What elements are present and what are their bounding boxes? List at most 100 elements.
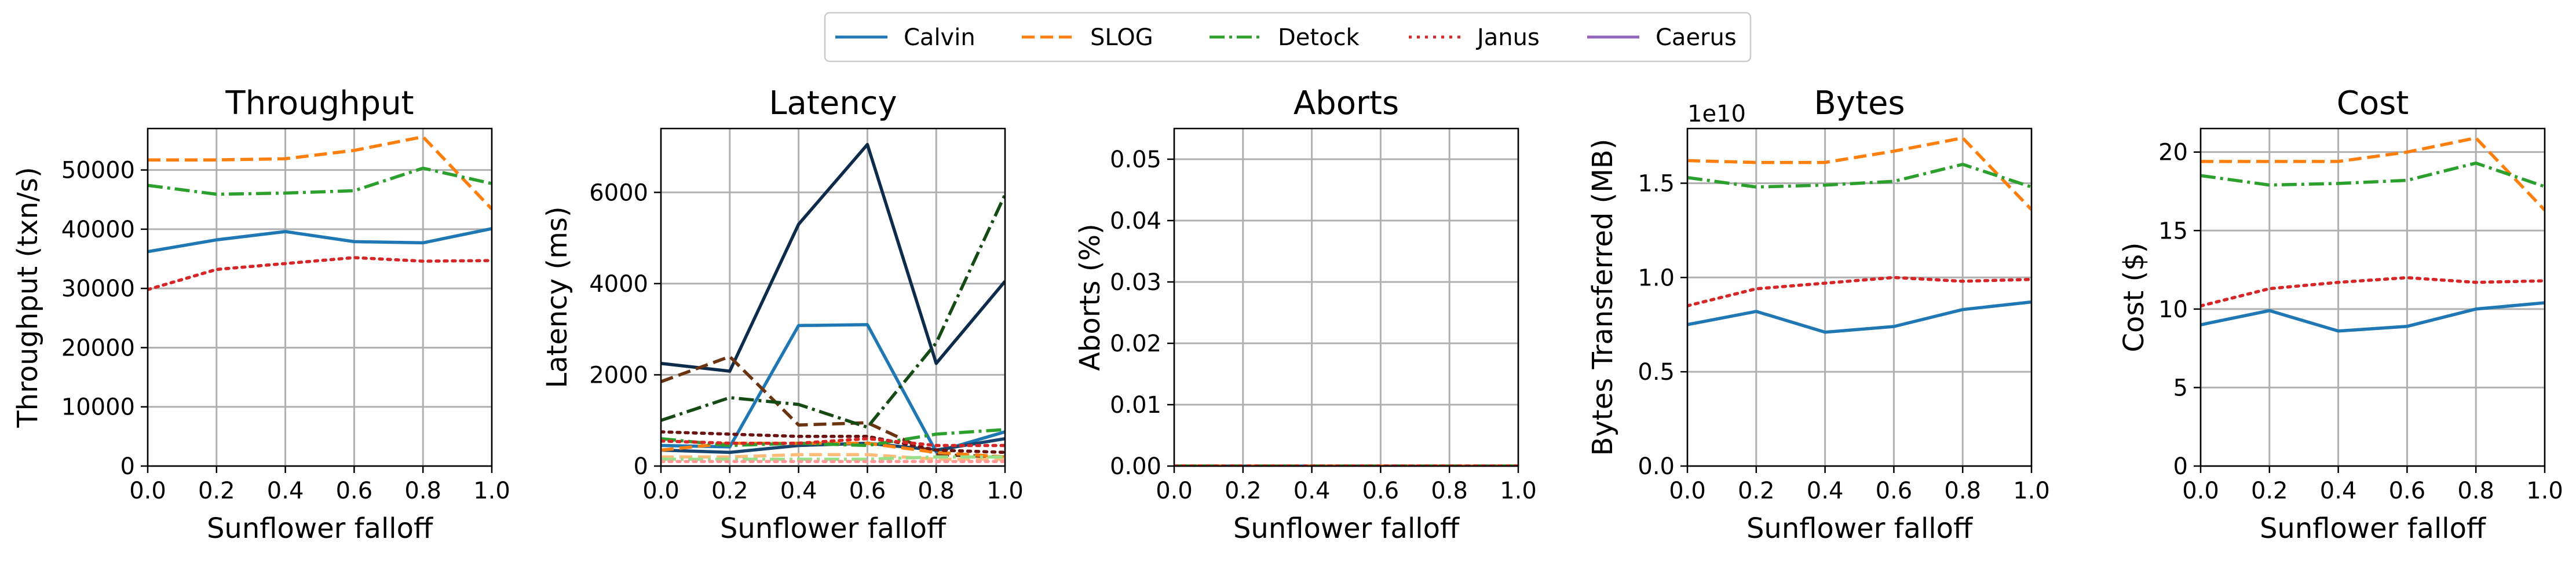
- y-axis-label-cost: Cost ($): [2118, 243, 2150, 353]
- panel-cost: 0.0 0.2 0.4 0.6 0.8 1.0 0 5 10 15 20 Cost Sunflower …: [2118, 85, 2563, 545]
- y-tick-label-throughput: 20000: [61, 335, 135, 361]
- y-tick-label-aborts: 0.01: [1110, 392, 1161, 419]
- x-tick-label-cost: 0.0: [2182, 478, 2219, 504]
- x-tick-label-aborts: 0.4: [1294, 478, 1331, 504]
- y-tick-label-cost: 20: [2158, 140, 2188, 166]
- series-line-latency-line-7: [661, 194, 1005, 429]
- x-tick-label-aborts: 0.0: [1156, 478, 1193, 504]
- x-tick-label-cost: 0.2: [2251, 478, 2288, 504]
- series-line-latency-line-9: [661, 455, 1005, 461]
- y-tick-label-latency: 2000: [589, 362, 648, 388]
- y-axis-label-bytes: Bytes Transferred (MB): [1587, 139, 1619, 456]
- series-group-bytes: [1687, 136, 2031, 334]
- series-line-latency-line-11: [661, 437, 1005, 448]
- x-axis-label-latency: Sunflower falloff: [720, 512, 947, 545]
- x-tick-label-throughput: 1.0: [473, 478, 510, 504]
- series-group-throughput: [148, 135, 492, 291]
- y-tick-label-cost: 15: [2158, 218, 2188, 244]
- y-tick-label-aborts: 0.05: [1110, 146, 1161, 173]
- axes-frame-throughput: [147, 127, 493, 467]
- series-line-throughput-slog: [148, 135, 492, 210]
- series-line-latency-line-6: [661, 453, 1005, 461]
- x-tick-label-bytes: 0.2: [1738, 478, 1775, 504]
- x-axis-label-aborts: Sunflower falloff: [1233, 512, 1460, 545]
- x-tick-label-cost: 0.6: [2389, 478, 2426, 504]
- y-tick-label-latency: 6000: [589, 179, 648, 206]
- x-tick-label-bytes: 0.4: [1807, 478, 1844, 504]
- series-line-bytes-janus: [1687, 276, 2031, 307]
- legend-label-calvin: Calvin: [904, 24, 975, 51]
- x-tick-label-aborts: 0.8: [1431, 478, 1468, 504]
- legend-label-caerus: Caerus: [1656, 24, 1737, 51]
- legend-label-detock: Detock: [1278, 24, 1360, 51]
- series-group-cost: [2201, 136, 2545, 333]
- y-tick-label-bytes: 0.5: [1638, 359, 1675, 386]
- series-line-cost-slog: [2201, 136, 2545, 211]
- y-tick-label-bytes: 1.0: [1638, 265, 1675, 291]
- series-line-bytes-calvin: [1687, 300, 2031, 334]
- x-tick-label-cost: 1.0: [2526, 478, 2563, 504]
- series-line-cost-janus: [2201, 276, 2545, 308]
- x-tick-label-bytes: 0.8: [1944, 478, 1981, 504]
- y-tick-label-latency: 0: [634, 453, 648, 480]
- series-line-bytes-detock: [1687, 163, 2031, 189]
- x-tick-label-cost: 0.8: [2457, 478, 2494, 504]
- y-tick-label-throughput: 50000: [61, 157, 135, 184]
- y-tick-label-throughput: 30000: [61, 276, 135, 302]
- panel-bytes: 0.0 0.2 0.4 0.6 0.8 1.0 0.0 0.5 1.0 1.5 Bytes Sunfl…: [1587, 85, 2050, 545]
- x-tick-label-bytes: 1.0: [2013, 478, 2050, 504]
- x-tick-label-throughput: 0.4: [267, 478, 304, 504]
- panel-latency: 0.0 0.2 0.4 0.6 0.8 1.0 0 2000 4000 6000 Latency Su…: [541, 85, 1024, 545]
- x-tick-label-latency: 0.0: [642, 478, 679, 504]
- y-tick-label-throughput: 40000: [61, 217, 135, 243]
- panel-title-aborts: Aborts: [1294, 85, 1399, 122]
- x-tick-label-throughput: 0.2: [198, 478, 235, 504]
- panel-title-throughput: Throughput: [225, 85, 414, 122]
- y-tick-label-aborts: 0.04: [1110, 208, 1161, 234]
- legend-frame: [824, 12, 1752, 63]
- x-tick-label-aborts: 1.0: [1500, 478, 1537, 504]
- x-tick-label-bytes: 0.0: [1669, 478, 1706, 504]
- x-tick-label-throughput: 0.8: [404, 478, 441, 504]
- x-tick-label-throughput: 0.6: [336, 478, 373, 504]
- panel-title-cost: Cost: [2337, 85, 2409, 122]
- y-axis-label-latency: Latency (ms): [541, 206, 573, 388]
- y-tick-label-bytes: 1.5: [1638, 170, 1675, 197]
- series-line-latency-line-10: [661, 430, 1005, 454]
- y-tick-label-aborts: 0.03: [1110, 269, 1161, 296]
- legend-label-slog: SLOG: [1090, 24, 1153, 51]
- y-tick-label-cost: 0: [2173, 453, 2188, 480]
- chart-panels: 0.0 0.2 0.4 0.6 0.8 1.00100002000030000400005…: [12, 85, 2563, 545]
- x-axis-label-bytes: Sunflower falloff: [1746, 512, 1973, 545]
- y-tick-label-aborts: 0.02: [1110, 331, 1161, 357]
- x-tick-label-aborts: 0.2: [1225, 478, 1262, 504]
- x-axis-label-cost: Sunflower falloff: [2260, 512, 2486, 545]
- x-tick-label-aborts: 0.6: [1362, 478, 1400, 504]
- series-line-throughput-detock: [148, 166, 492, 196]
- x-tick-label-cost: 0.4: [2320, 478, 2357, 504]
- panel-aborts: 0.0 0.2 0.4 0.6 0.8 1.0 0.00 0.01 0.02 0.03 0.04 0.…: [1074, 85, 1537, 545]
- axes-frame-cost: [2199, 127, 2546, 467]
- series-line-latency-line-4: [661, 355, 1005, 459]
- y-tick-label-cost: 5: [2173, 375, 2188, 401]
- panel-title-bytes: Bytes: [1814, 85, 1905, 122]
- series-line-cost-detock: [2201, 161, 2545, 188]
- series-line-cost-calvin: [2201, 301, 2545, 333]
- x-tick-label-latency: 0.4: [780, 478, 817, 504]
- panel-title-latency: Latency: [769, 85, 897, 122]
- y-tick-label-throughput: 10000: [61, 394, 135, 421]
- axes-frame-bytes: [1686, 127, 2033, 467]
- x-tick-label-latency: 1.0: [986, 478, 1024, 504]
- series-line-throughput-calvin: [148, 227, 492, 254]
- axes-frame-latency: [660, 127, 1006, 467]
- series-line-latency-line-1: [661, 142, 1005, 373]
- legend-label-janus: Janus: [1475, 24, 1540, 51]
- series-line-bytes-slog: [1687, 136, 2031, 211]
- x-tick-label-bytes: 0.6: [1876, 478, 1913, 504]
- y-tick-label-bytes: 0.0: [1638, 453, 1675, 480]
- y-axis-label-aborts: Aborts (%): [1074, 223, 1106, 371]
- series-line-throughput-janus: [148, 256, 492, 291]
- y-tick-label-latency: 4000: [589, 271, 648, 298]
- legend: Calvin SLOG Detock Janus Caerus: [824, 12, 1752, 63]
